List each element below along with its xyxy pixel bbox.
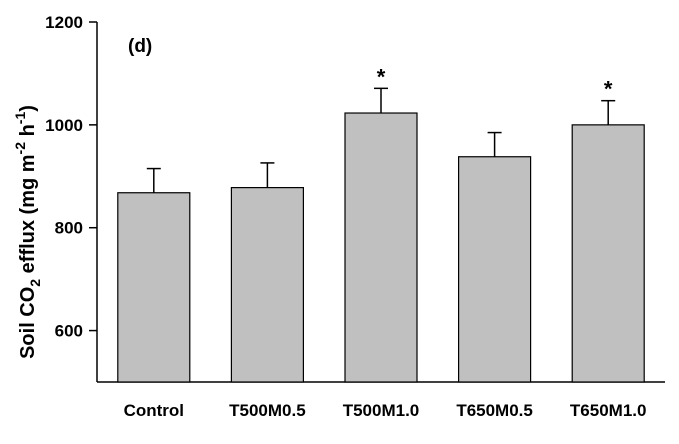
x-tick-label: Control [124, 401, 184, 420]
bar-t500m0-5 [230, 187, 304, 383]
y-axis-title: Soil CO2 efflux (mg m-2 h-1) [12, 105, 43, 359]
bar-t500m1-0 [344, 112, 418, 383]
bar-control [117, 192, 191, 383]
panel-label: (d) [128, 36, 152, 57]
bar-t650m1-0 [571, 124, 645, 383]
ylabel-co2-subscript: 2 [27, 279, 43, 287]
ylabel-m-superscript: -2 [12, 142, 28, 155]
ylabel-h-superscript: -1 [12, 112, 28, 125]
axes: 600 800 1000 1200 [45, 13, 665, 383]
y-tick-label: 1200 [45, 13, 83, 32]
x-tick-label: T500M1.0 [343, 401, 420, 420]
significance-marker: * [604, 77, 613, 102]
x-tick-label: T650M1.0 [570, 401, 647, 420]
ylabel-soil: Soil CO [17, 287, 39, 359]
ylabel-efflux: efflux (mg m [17, 154, 39, 278]
y-tick-label: 600 [55, 322, 83, 341]
labels: Control T500M0.5 * T500M1.0 T650M0.5 * T650M1.… [124, 64, 647, 420]
bars [117, 87, 645, 383]
svg-text:Soil CO2 efflux (mg m-2 h-1): Soil CO2 efflux (mg m-2 h-1) [12, 105, 43, 359]
ylabel-close: ) [17, 105, 39, 112]
significance-marker: * [377, 64, 386, 89]
y-tick-label: 800 [55, 219, 83, 238]
bar-t650m0-5 [458, 156, 532, 383]
ylabel-h: h [17, 124, 39, 142]
x-tick-label: T500M0.5 [229, 401, 306, 420]
x-tick-label: T650M0.5 [456, 401, 533, 420]
y-tick-label: 1000 [45, 116, 83, 135]
